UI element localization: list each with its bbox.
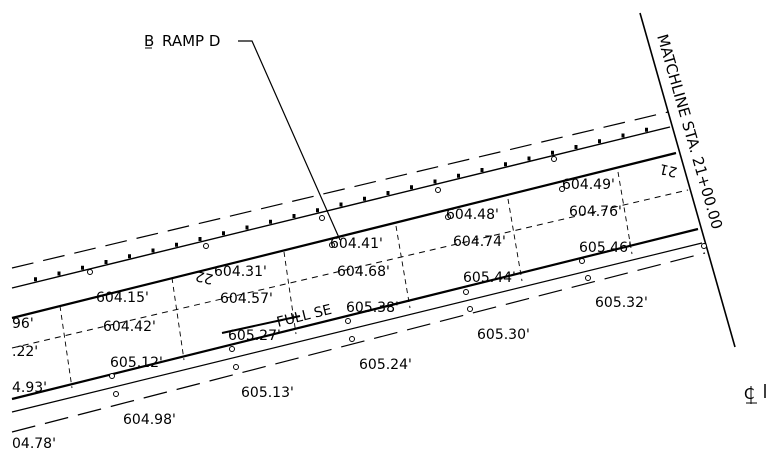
elev-label: 605.32' bbox=[595, 295, 648, 311]
elev-label: 605.27' bbox=[228, 328, 281, 344]
edge-tick bbox=[198, 237, 202, 241]
edge-tick bbox=[57, 271, 61, 276]
edge-tick bbox=[339, 202, 343, 207]
elev-label: 604.48' bbox=[446, 207, 499, 223]
elev-label: 4.93' bbox=[12, 380, 47, 396]
edge-tick bbox=[480, 168, 484, 172]
centerline-symbol: C bbox=[744, 384, 766, 404]
elev-label: 604.41' bbox=[330, 236, 383, 252]
edge-tick bbox=[551, 150, 554, 155]
outer-edge-line-bottom bbox=[11, 242, 703, 413]
elev-label: 604.15' bbox=[96, 290, 149, 306]
station-21-label: 21 bbox=[658, 160, 679, 180]
elev-label: 604.49' bbox=[562, 177, 615, 193]
elev-label: 604.31' bbox=[214, 264, 267, 280]
edge-tick-marks bbox=[34, 127, 648, 282]
elev-label: 604.98' bbox=[123, 412, 176, 428]
edge-tick bbox=[598, 139, 601, 144]
edge-tick bbox=[433, 179, 437, 184]
edge-tick bbox=[292, 214, 296, 218]
lane-line-dashed bbox=[11, 189, 689, 349]
svg-text:C: C bbox=[744, 385, 754, 403]
matchline bbox=[639, 12, 736, 348]
cross-section-lines bbox=[59, 171, 633, 389]
edge-tick bbox=[363, 196, 366, 201]
elev-label: 605.46' bbox=[579, 240, 632, 256]
edge-tick bbox=[386, 191, 390, 195]
edge-tick bbox=[128, 254, 131, 259]
elev-label: 04.78' bbox=[12, 436, 56, 452]
elev-label: 605.12' bbox=[110, 355, 163, 371]
edge-of-pavement-upper bbox=[11, 151, 677, 320]
elev-label: .22' bbox=[12, 344, 38, 360]
edge-tick bbox=[151, 248, 155, 253]
elevation-points bbox=[87, 156, 707, 397]
edge-of-pavement-lower bbox=[11, 227, 699, 401]
ramp-label: RAMP D bbox=[162, 32, 220, 50]
edge-tick bbox=[245, 225, 249, 230]
elev-label: 604.76' bbox=[569, 204, 622, 220]
edge-tick bbox=[81, 265, 84, 270]
matchline-label: MATCHLINE STA. 21+00.00 bbox=[653, 32, 726, 231]
edge-tick bbox=[504, 162, 507, 167]
outer-dashed-line-bottom bbox=[11, 252, 706, 433]
elev-label: 605.44' bbox=[463, 270, 516, 286]
elev-label: 604.74' bbox=[453, 234, 506, 250]
elev-label: 604.68' bbox=[337, 264, 390, 280]
edge-tick bbox=[527, 156, 531, 161]
edge-tick bbox=[457, 173, 460, 178]
ramp-leader-line bbox=[238, 40, 341, 241]
elev-label: 605.13' bbox=[241, 385, 294, 401]
full-se-leader bbox=[221, 315, 301, 334]
edge-tick bbox=[410, 185, 413, 190]
edge-tick bbox=[645, 127, 648, 132]
elev-label: 96' bbox=[12, 316, 34, 332]
edge-tick bbox=[269, 219, 272, 224]
outer-dashed-line-top bbox=[11, 111, 669, 269]
station-22-label: 22 bbox=[194, 267, 215, 287]
elev-label: 605.30' bbox=[477, 327, 530, 343]
edge-tick bbox=[104, 260, 108, 264]
edge-tick bbox=[175, 242, 178, 247]
ticked-edge-line bbox=[11, 126, 671, 289]
edge-tick bbox=[574, 145, 578, 149]
elev-label: 604.42' bbox=[103, 319, 156, 335]
elev-label: 604.57' bbox=[220, 291, 273, 307]
baseline-symbol: B bbox=[144, 32, 154, 50]
elev-label: 605.24' bbox=[359, 357, 412, 373]
edge-tick bbox=[621, 133, 625, 138]
edge-tick bbox=[316, 208, 319, 213]
edge-tick bbox=[222, 231, 225, 236]
elev-label: 605.38' bbox=[346, 300, 399, 316]
edge-tick bbox=[34, 277, 37, 282]
